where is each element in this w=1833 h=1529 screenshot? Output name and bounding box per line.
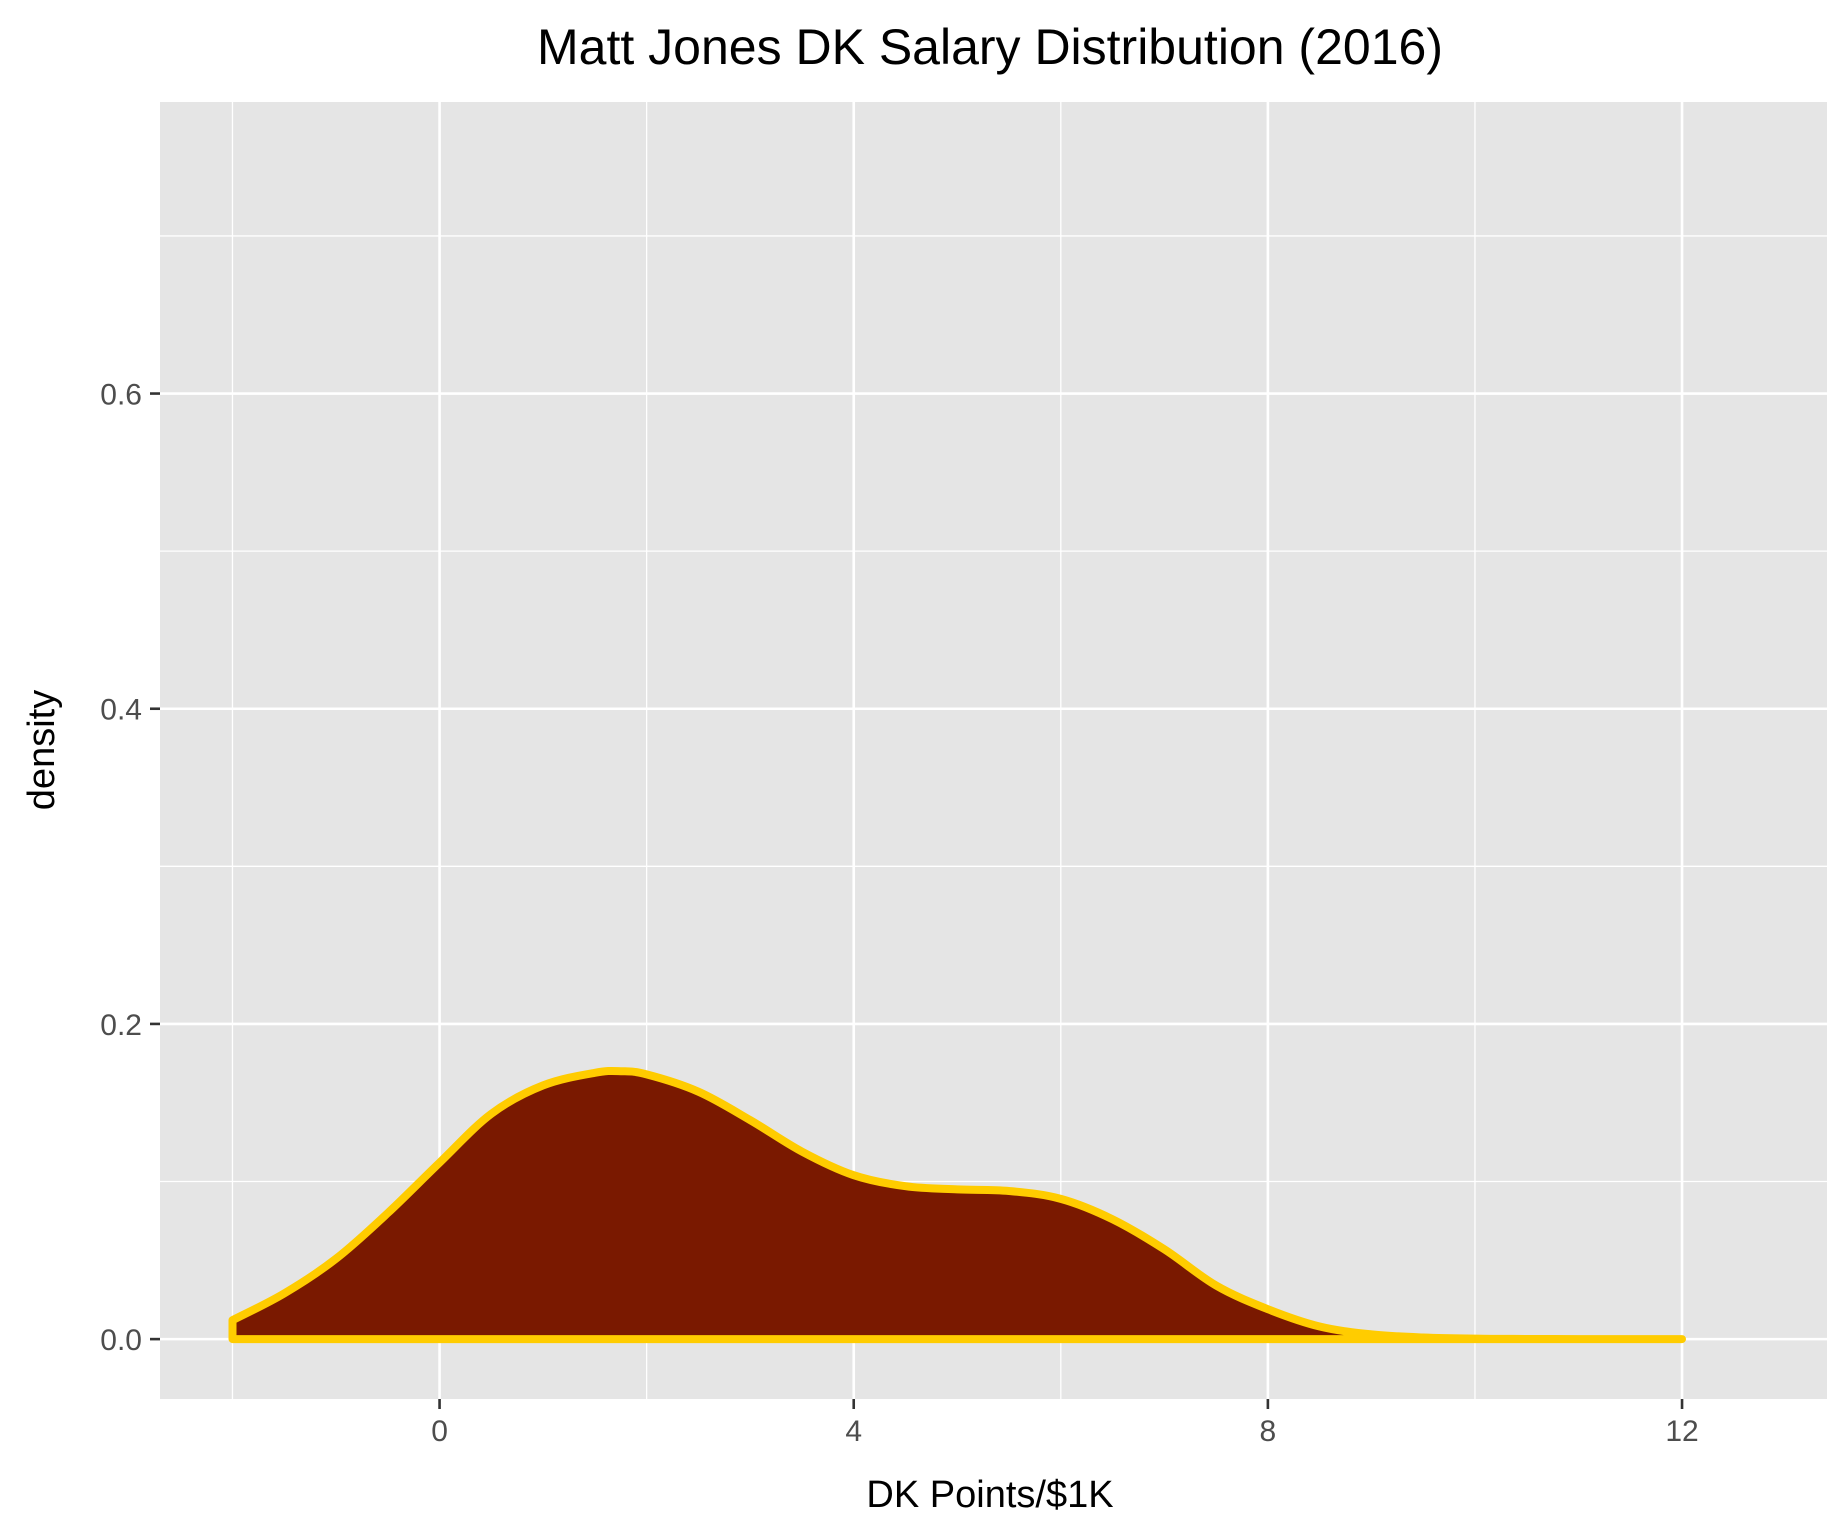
x-tick-label: 4 — [845, 1415, 862, 1448]
x-tick-label: 0 — [431, 1415, 448, 1448]
x-tick-label: 12 — [1665, 1415, 1698, 1448]
x-axis: 0 4 8 12 — [431, 1399, 1699, 1448]
x-tick-label: 8 — [1260, 1415, 1277, 1448]
y-axis: 0.0 0.2 0.4 0.6 — [100, 379, 160, 1357]
density-area — [232, 1070, 1682, 1340]
minor-gridlines — [160, 102, 1827, 1399]
chart-title: Matt Jones DK Salary Distribution (2016) — [537, 19, 1443, 75]
y-tick-label: 0.6 — [100, 379, 142, 412]
x-axis-title: DK Points/$1K — [866, 1474, 1113, 1516]
y-tick-label: 0.4 — [100, 694, 142, 727]
y-tick-label: 0.0 — [100, 1324, 142, 1357]
density-outline — [228, 1066, 1686, 1344]
y-axis-title: density — [21, 690, 63, 810]
y-tick-label: 0.2 — [100, 1009, 142, 1042]
